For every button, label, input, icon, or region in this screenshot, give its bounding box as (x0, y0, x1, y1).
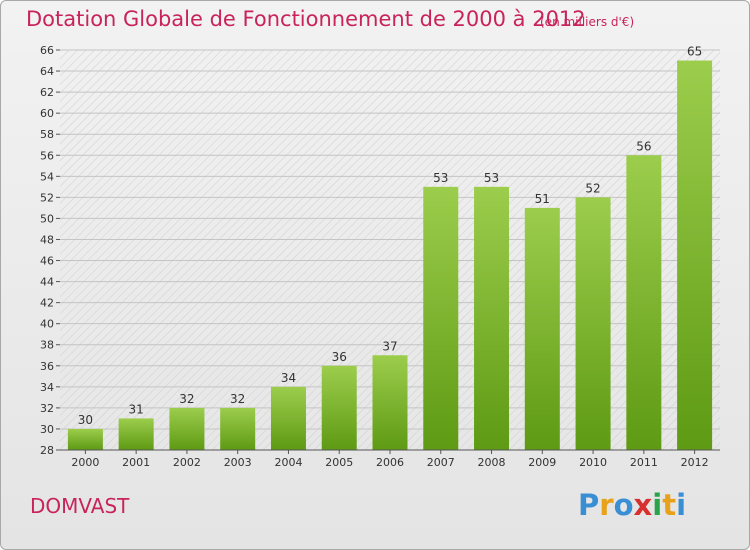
logo-letter: x (633, 488, 653, 522)
y-tick-label: 52 (40, 191, 54, 204)
logo-letter: P (578, 488, 600, 522)
x-tick-label: 2000 (71, 456, 99, 469)
bar-2008 (474, 186, 510, 450)
y-tick-label: 56 (40, 149, 54, 162)
y-tick-label: 60 (40, 107, 54, 120)
x-tick-label: 2010 (579, 456, 607, 469)
data-label: 52 (585, 181, 600, 195)
x-tick-label: 2011 (630, 456, 658, 469)
x-tick-label: 2005 (325, 456, 353, 469)
y-tick-label: 64 (40, 65, 54, 78)
bar-2009 (524, 207, 560, 450)
bar-2001 (118, 418, 154, 450)
bar-2003 (220, 407, 256, 450)
y-tick-label: 54 (40, 170, 54, 183)
data-label: 36 (332, 350, 347, 364)
x-tick-label: 2001 (122, 456, 150, 469)
bar-2000 (67, 428, 103, 450)
bar-2011 (626, 155, 662, 450)
bar-2012 (677, 60, 713, 451)
data-label: 56 (636, 139, 651, 153)
x-tick-label: 2009 (528, 456, 556, 469)
data-label: 53 (484, 171, 499, 185)
logo-letter: r (599, 488, 614, 522)
logo-letter: i (676, 488, 687, 522)
y-tick-label: 44 (40, 276, 54, 289)
y-tick-label: 58 (40, 128, 54, 141)
y-tick-label: 66 (40, 44, 54, 57)
x-tick-label: 2004 (274, 456, 302, 469)
x-tick-label: 2008 (478, 456, 506, 469)
data-label: 53 (433, 171, 448, 185)
data-label: 30 (78, 413, 93, 427)
x-tick-label: 2012 (681, 456, 709, 469)
commune-name: DOMVAST (30, 494, 130, 518)
y-tick-label: 42 (40, 297, 54, 310)
y-tick-label: 46 (40, 255, 54, 268)
x-tick-label: 2003 (224, 456, 252, 469)
chart-title: Dotation Globale de Fonctionnement de 20… (26, 7, 586, 31)
y-tick-label: 36 (40, 360, 54, 373)
logo-letter: t (662, 488, 677, 522)
x-tick-label: 2006 (376, 456, 404, 469)
bar-2007 (423, 186, 459, 450)
data-label: 65 (687, 45, 702, 59)
y-tick-label: 62 (40, 86, 54, 99)
logo-letter: i (652, 488, 663, 522)
y-tick-label: 38 (40, 339, 54, 352)
logo-letter: o (613, 488, 634, 522)
y-tick-label: 30 (40, 423, 54, 436)
proxiti-logo: Proxiti (578, 488, 686, 522)
bar-2002 (169, 407, 205, 450)
bar-2005 (321, 365, 357, 450)
y-tick-label: 40 (40, 318, 54, 331)
data-label: 51 (535, 192, 550, 206)
y-tick-label: 34 (40, 381, 54, 394)
data-label: 32 (230, 392, 245, 406)
y-tick-label: 32 (40, 402, 54, 415)
unit-note: (en milliers d'€) (540, 15, 635, 29)
bar-2010 (575, 197, 611, 450)
bar-2006 (372, 355, 408, 450)
x-tick-label: 2007 (427, 456, 455, 469)
y-tick-label: 28 (40, 444, 54, 457)
x-tick-label: 2002 (173, 456, 201, 469)
y-tick-label: 48 (40, 233, 54, 246)
data-label: 32 (179, 392, 194, 406)
y-tick-label: 50 (40, 212, 54, 225)
data-label: 37 (382, 339, 397, 353)
data-label: 34 (281, 371, 296, 385)
data-label: 31 (129, 402, 144, 416)
bar-2004 (270, 386, 306, 450)
